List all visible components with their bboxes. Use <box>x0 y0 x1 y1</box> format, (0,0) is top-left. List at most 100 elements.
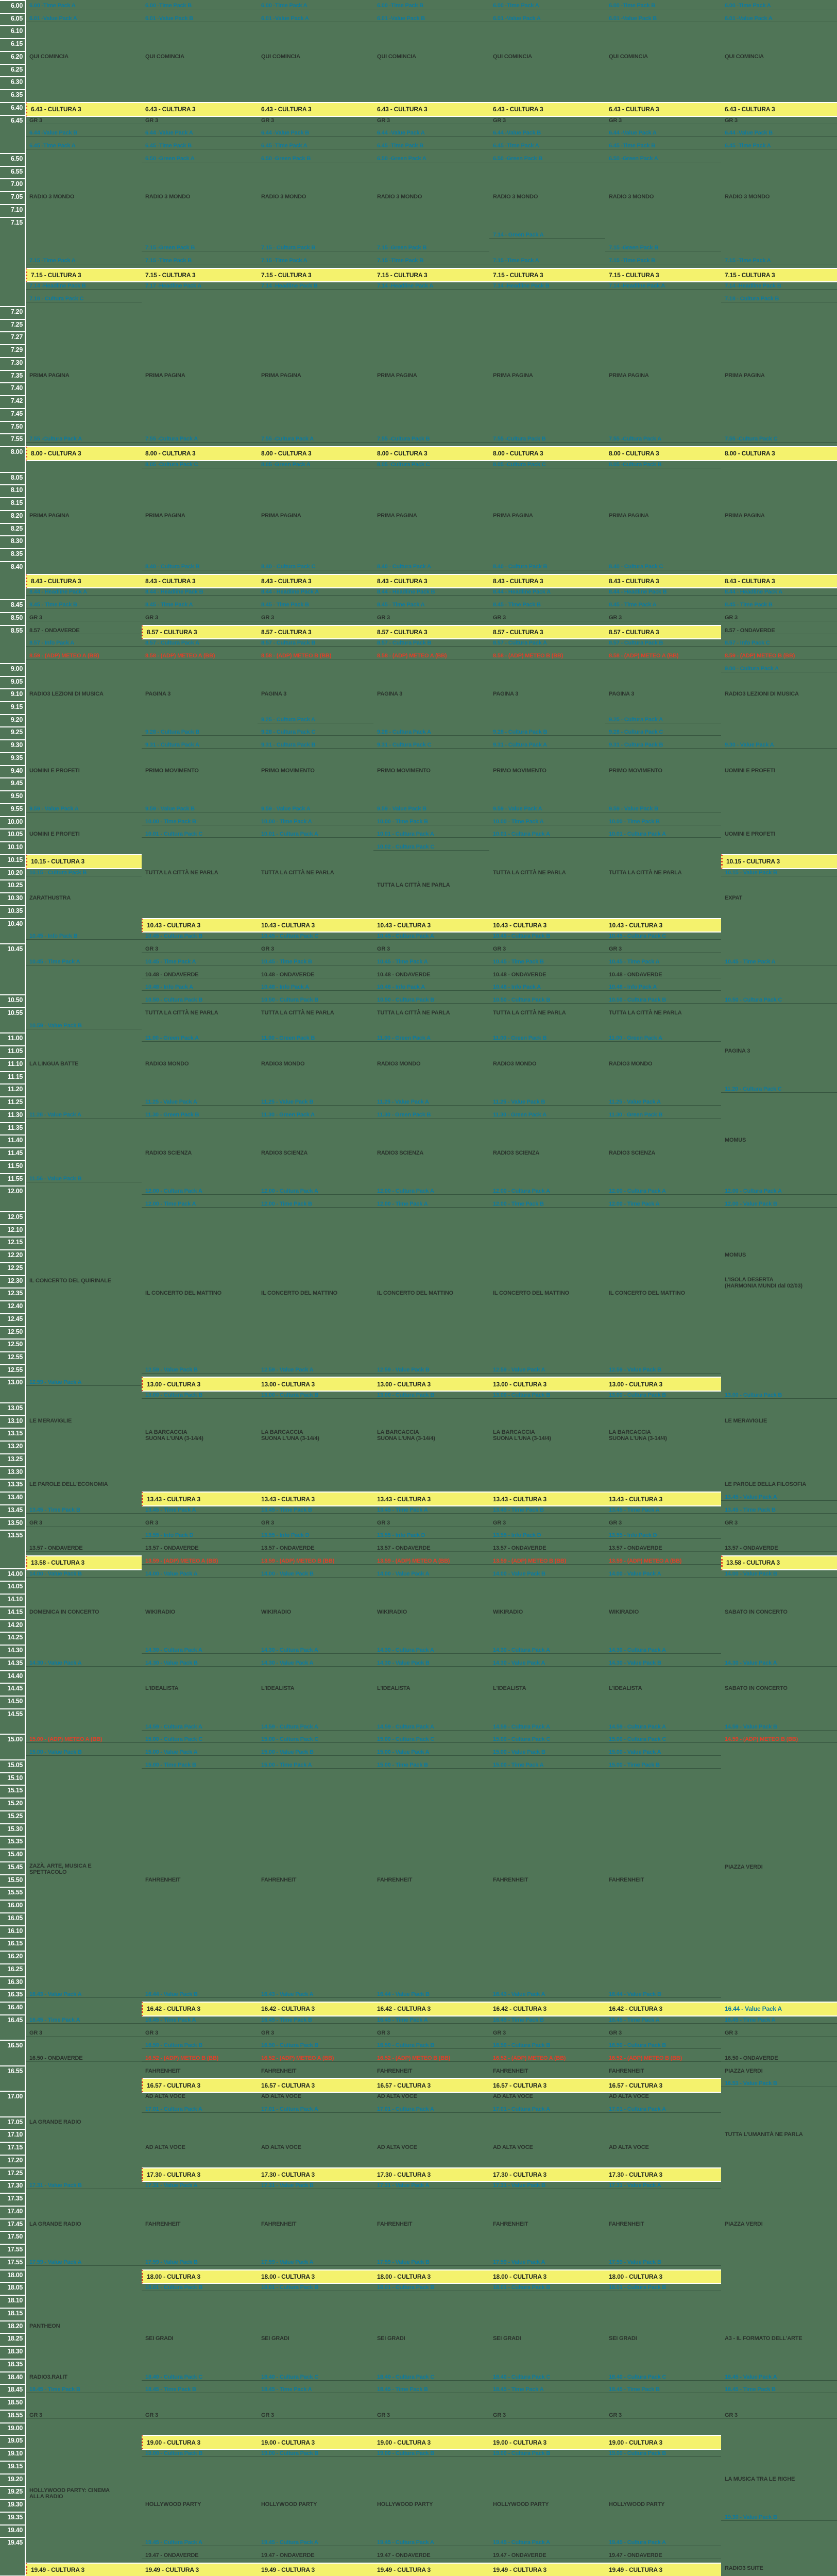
program-cell: FAHRENHEIT <box>609 2221 644 2227</box>
time-label: 14.15 <box>7 1608 23 1616</box>
time-row-line <box>0 420 25 422</box>
news-cell: GR 3 <box>258 943 373 953</box>
highlight-cell: 8.43 - CULTURA 3 <box>142 573 258 589</box>
ad-pack-cell: 12.00 - Cultura Pack A <box>605 1185 721 1195</box>
time-row-line <box>0 2435 25 2436</box>
time-row-line <box>0 2384 25 2385</box>
time-row-line <box>0 1287 25 1289</box>
time-row-line <box>0 1300 25 1302</box>
time-label: 10.10 <box>7 843 23 851</box>
time-row-line <box>0 2499 25 2500</box>
time-label: 16.45 <box>7 2016 23 2024</box>
time-row-line <box>0 2142 25 2143</box>
ad-pack-cell: 10.50 - Cultura Pack B <box>605 994 721 1004</box>
ad-pack-cell: 17.01 - Cultura Pack A <box>489 2104 605 2113</box>
program-cell: PRIMA PAGINA <box>261 512 301 519</box>
meteo-cell: 15.00 - (ADP) METEO A (BB) <box>26 1734 142 1743</box>
meteo-cell: 13.59 - (ADP) METEO A (BB) <box>142 1555 258 1565</box>
program-cell: PANTHEON <box>29 2323 60 2329</box>
ad-pack-cell: 14.59 - Cultura Pack A <box>258 1721 373 1731</box>
highlight-cell: 19.00 - CULTURA 3 <box>373 2435 489 2450</box>
time-label: 8.45 <box>10 601 23 609</box>
program-cell: SEI GRADI <box>145 2335 174 2342</box>
time-label: 17.15 <box>7 2144 23 2151</box>
program-cell: LE MERAVIGLIE <box>29 1417 72 1424</box>
program-cell: LA BARCACCIA SUONA L'UNA (3-14/4) <box>261 1429 319 1442</box>
ad-pack-cell: 12.00 - Time Pack B <box>258 1198 373 1208</box>
highlight-cell: 8.43 - CULTURA 3 <box>373 573 489 589</box>
ad-pack-cell: 10.45 - Time Pack A <box>373 956 489 965</box>
highlight-cell: 19.00 - CULTURA 3 <box>142 2435 258 2450</box>
time-row-line <box>0 1938 25 1939</box>
ad-pack-cell: 6.44 -Value Pack A <box>605 127 721 137</box>
time-label: 13.25 <box>7 1455 23 1463</box>
ad-pack-cell: 8.45 - Time Pack A <box>373 599 489 609</box>
program-cell: QUI COMINCIA <box>377 53 416 60</box>
program-cell: QUI COMINCIA <box>145 53 184 60</box>
ad-pack-cell: 15.00 - Value Pack A <box>605 1747 721 1756</box>
ad-pack-cell: 10.45 - Time Pack A <box>26 956 142 965</box>
time-row-line <box>0 1083 25 1085</box>
program-cell: PRIMA PAGINA <box>725 512 765 519</box>
news-cell: GR 3 <box>142 115 258 124</box>
program-cell: RADIO 3 MONDO <box>145 194 191 200</box>
ad-pack-cell: 11.25 - Value Pack B <box>489 1096 605 1106</box>
ad-pack-cell: 14.30 - Cultura Pack A <box>142 1645 258 1654</box>
time-label: 7.35 <box>10 371 23 379</box>
ad-pack-cell: 18.45 - Time Pack B <box>142 2384 258 2394</box>
time-label: 12.15 <box>7 1239 23 1246</box>
ad-pack-cell: 14.59 - Cultura Pack A <box>489 1721 605 1731</box>
program-cell: PRIMA PAGINA <box>377 372 417 379</box>
ad-pack-cell: 10.45 - Cultura Pack C <box>258 930 373 940</box>
ad-pack-cell: 15.00 - Cultura Pack C <box>258 1734 373 1743</box>
ad-pack-cell: 6.44 -Value Pack B <box>26 127 142 137</box>
time-row-line <box>0 1696 25 1697</box>
ad-pack-cell: 10.00 - Time Pack A <box>489 816 605 825</box>
time-label: 13.20 <box>7 1443 23 1450</box>
ad-pack-cell: 8.57 - Cultura Pack B <box>373 637 489 647</box>
ad-pack-cell: 18.40 - Cultura Pack C <box>489 2371 605 2381</box>
ad-pack-cell: 14.00 - Value Pack B <box>721 1568 837 1578</box>
program-cell: WIKIRADIO <box>377 1608 407 1615</box>
ad-pack-cell: 19.45 - Cultura Pack A <box>258 2537 373 2547</box>
time-row-line <box>0 1925 25 1926</box>
program-cell: UOMINI E PROFETI <box>725 831 775 838</box>
news-cell: 10.48 - ONDAVERDE <box>373 969 489 978</box>
ad-pack-cell: 16.45 - Time Pack A <box>605 2014 721 2024</box>
news-cell: 16.50 - ONDAVERDE <box>721 2053 837 2062</box>
time-label: 11.45 <box>7 1149 23 1157</box>
program-cell: MOMUS <box>725 1137 746 1144</box>
ad-pack-cell: 17.01 - Cultura Pack A <box>258 2104 373 2113</box>
time-label: 13.30 <box>7 1468 23 1476</box>
time-label: 7.40 <box>10 384 23 392</box>
ad-pack-cell: 8.57 - Cultura Pack A <box>142 637 258 647</box>
time-label: 11.00 <box>7 1035 23 1042</box>
program-cell: LA GRANDE RADIO <box>29 2221 81 2227</box>
program-cell: AD ALTA VOCE <box>261 2093 301 2100</box>
time-label: 7.20 <box>10 308 23 315</box>
program-cell: AD ALTA VOCE <box>493 2144 533 2151</box>
ad-pack-cell: 9.00 - Cultura Pack A <box>721 663 837 672</box>
program-cell: L'IDEALISTA <box>609 1685 642 1692</box>
program-cell: WIKIRADIO <box>609 1608 639 1615</box>
time-label: 10.45 <box>7 945 23 953</box>
meteo-cell: 8.58 - (ADP) METEO A (BB) <box>605 650 721 659</box>
ad-pack-cell: 9.31 - Cultura Pack A <box>142 739 258 749</box>
time-row-line <box>0 879 25 881</box>
program-cell: LA BARCACCIA SUONA L'UNA (3-14/4) <box>493 1429 551 1442</box>
program-cell: PAGINA 3 <box>145 691 171 698</box>
ad-pack-cell: 13.55 - Info Pack D <box>142 1530 258 1539</box>
program-cell: AD ALTA VOCE <box>493 2093 533 2100</box>
ad-pack-cell: 9.28 - Cultura Pack B <box>489 726 605 736</box>
program-cell: FAHRENHEIT <box>493 2067 528 2074</box>
time-row-line <box>0 1122 25 1123</box>
time-label: 17.45 <box>7 2220 23 2228</box>
time-label: 6.40 <box>10 104 23 111</box>
highlight-cell: 8.00 - CULTURA 3 <box>373 446 489 461</box>
ad-pack-cell: 11.25 - Value Pack A <box>142 1096 258 1106</box>
meteo-cell: 13.59 - (ADP) METEO B (BB) <box>489 1555 605 1565</box>
highlight-cell: 8.43 - CULTURA 3 <box>489 573 605 589</box>
ad-pack-cell: 7.55 -Cultura Pack B <box>373 433 489 443</box>
ad-pack-cell: 18.45 - Time Pack B <box>721 2384 837 2394</box>
ad-pack-cell: 18.45 - Time Pack A <box>258 2384 373 2394</box>
